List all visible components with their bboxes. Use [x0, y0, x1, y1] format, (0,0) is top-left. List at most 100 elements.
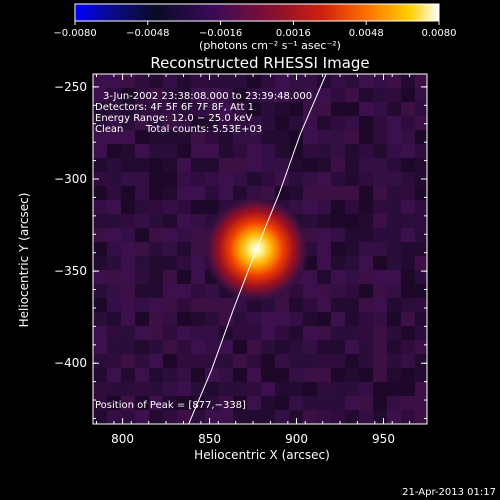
noise-cell [303, 158, 317, 172]
noise-cell [205, 340, 219, 354]
noise-cell [135, 368, 149, 382]
noise-cell [317, 172, 331, 186]
noise-cell [317, 74, 331, 88]
noise-cell [331, 102, 345, 116]
noise-cell [345, 298, 359, 312]
noise-cell [219, 410, 233, 424]
noise-cell [345, 242, 359, 256]
noise-cell [149, 158, 163, 172]
noise-cell [205, 130, 219, 144]
noise-cell [107, 228, 121, 242]
noise-cell [401, 298, 415, 312]
noise-cell [373, 172, 387, 186]
noise-cell [331, 410, 345, 424]
noise-cell [359, 74, 373, 88]
noise-cell [233, 368, 247, 382]
noise-cell [317, 312, 331, 326]
noise-cell [373, 228, 387, 242]
noise-cell [149, 186, 163, 200]
noise-cell [303, 214, 317, 228]
annotation-energy-range: Energy Range: 12.0 − 25.0 keV [95, 113, 252, 124]
noise-cell [415, 340, 427, 354]
noise-cell [177, 410, 191, 424]
noise-cell [135, 312, 149, 326]
noise-cell [149, 102, 163, 116]
noise-cell [107, 284, 121, 298]
solar-limb-line [188, 74, 327, 424]
noise-cell [275, 354, 289, 368]
noise-cell [261, 354, 275, 368]
noise-cell [317, 354, 331, 368]
noise-cell [163, 158, 177, 172]
noise-cell [387, 326, 401, 340]
noise-cell [177, 396, 191, 410]
noise-cell [205, 74, 219, 88]
noise-cell [163, 172, 177, 186]
noise-cell [359, 116, 373, 130]
noise-cell [205, 200, 219, 214]
noise-cell [93, 340, 107, 354]
noise-cell [373, 116, 387, 130]
noise-cell [261, 102, 275, 116]
noise-cell [415, 74, 427, 88]
noise-cell [373, 396, 387, 410]
noise-cell [331, 74, 345, 88]
noise-cell [135, 396, 149, 410]
noise-cell [387, 396, 401, 410]
noise-cell [373, 242, 387, 256]
noise-cell [387, 200, 401, 214]
noise-cell [233, 130, 247, 144]
noise-cell [387, 144, 401, 158]
noise-cell [205, 172, 219, 186]
noise-cell [275, 312, 289, 326]
noise-cell [121, 410, 135, 424]
noise-cell [387, 186, 401, 200]
noise-cell [289, 340, 303, 354]
noise-cell [387, 410, 401, 424]
noise-cell [261, 396, 275, 410]
colorbar-gradient [74, 3, 440, 22]
noise-cell [373, 354, 387, 368]
noise-cell [205, 382, 219, 396]
noise-cell [107, 340, 121, 354]
noise-cell [121, 172, 135, 186]
noise-cell [219, 172, 233, 186]
noise-cell [107, 200, 121, 214]
noise-cell [93, 354, 107, 368]
noise-cell [303, 200, 317, 214]
noise-cell [107, 172, 121, 186]
noise-cell [135, 354, 149, 368]
noise-cell [247, 410, 261, 424]
noise-cell [317, 270, 331, 284]
noise-cell [177, 326, 191, 340]
noise-cell [345, 382, 359, 396]
noise-cell [415, 228, 427, 242]
noise-cell [303, 368, 317, 382]
noise-cell [415, 130, 427, 144]
noise-cell [233, 88, 247, 102]
noise-cell [93, 214, 107, 228]
noise-cell [135, 116, 149, 130]
noise-cell [191, 326, 205, 340]
noise-cell [149, 382, 163, 396]
noise-cell [121, 284, 135, 298]
noise-cell [191, 382, 205, 396]
noise-cell [121, 214, 135, 228]
noise-cell [149, 144, 163, 158]
noise-cell [93, 228, 107, 242]
noise-cell [93, 410, 107, 424]
noise-cell [261, 410, 275, 424]
noise-cell [163, 410, 177, 424]
noise-cell [303, 354, 317, 368]
noise-cell [177, 284, 191, 298]
noise-cell [289, 186, 303, 200]
noise-cell [373, 88, 387, 102]
noise-cell [219, 340, 233, 354]
noise-cell [163, 144, 177, 158]
colorbar-tick-label: −0.0080 [53, 28, 96, 39]
noise-cell [387, 74, 401, 88]
noise-cell [163, 242, 177, 256]
noise-cell [345, 256, 359, 270]
noise-cell [177, 214, 191, 228]
